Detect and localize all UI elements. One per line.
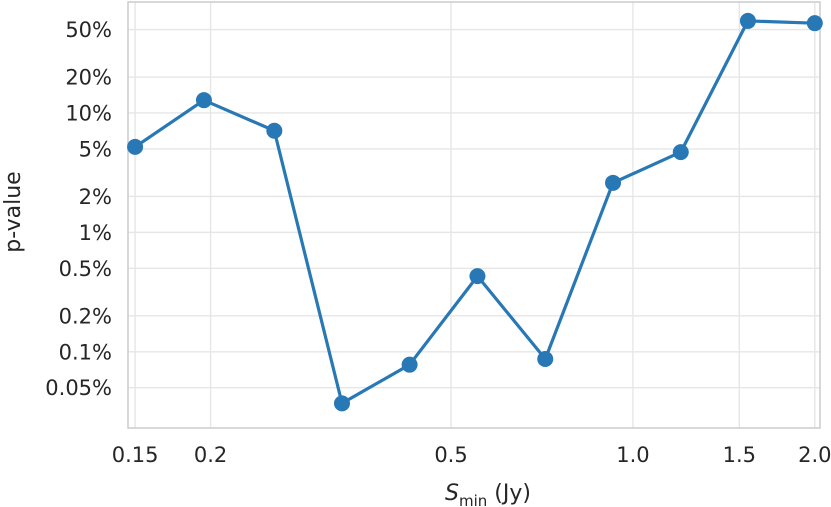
y-tick-label: 0.1% <box>59 340 112 364</box>
x-tick-label: 1.0 <box>616 443 649 467</box>
data-point <box>195 92 212 109</box>
y-tick-label: 0.5% <box>59 257 112 281</box>
data-point <box>806 15 823 32</box>
x-axis-label-symbol: S <box>445 481 459 506</box>
y-tick-label: 50% <box>65 18 112 42</box>
data-point <box>333 395 350 412</box>
x-axis-label-unit: (Jy) <box>487 481 531 506</box>
x-tick-label: 0.2 <box>194 443 227 467</box>
y-tick-labels: 0.05% 0.1% 0.2% 0.5% 1% 2% 5% 10% 20% 50% <box>45 18 112 400</box>
x-axis-label: Smin (Jy) <box>445 481 531 507</box>
y-tick-label: 5% <box>79 137 112 161</box>
x-tick-labels: 0.15 0.2 0.5 1.0 1.5 2.0 <box>112 443 831 467</box>
data-point <box>266 122 283 139</box>
x-tick-label: 0.15 <box>112 443 159 467</box>
data-point <box>469 268 486 285</box>
x-tick-label: 0.5 <box>434 443 467 467</box>
y-tick-label: 2% <box>79 185 112 209</box>
y-tick-label: 20% <box>65 66 112 90</box>
series-layer <box>127 12 823 412</box>
y-tick-label: 0.05% <box>45 376 112 400</box>
data-point <box>127 138 144 155</box>
data-point <box>739 12 756 29</box>
data-point <box>537 351 554 368</box>
x-tick-label: 2.0 <box>798 443 831 467</box>
data-point <box>401 356 418 373</box>
data-point <box>605 174 622 191</box>
data-point <box>672 144 689 161</box>
x-tick-label: 1.5 <box>723 443 756 467</box>
y-tick-label: 10% <box>65 101 112 125</box>
y-axis-label: p-value <box>1 171 26 252</box>
plot-frame <box>127 1 821 429</box>
x-axis-label-subscript: min <box>459 492 487 507</box>
y-gridlines <box>128 28 820 389</box>
y-tick-label: 0.2% <box>59 304 112 328</box>
series-line <box>133 19 817 405</box>
x-gridlines <box>134 2 816 428</box>
y-tick-label: 1% <box>79 221 112 245</box>
